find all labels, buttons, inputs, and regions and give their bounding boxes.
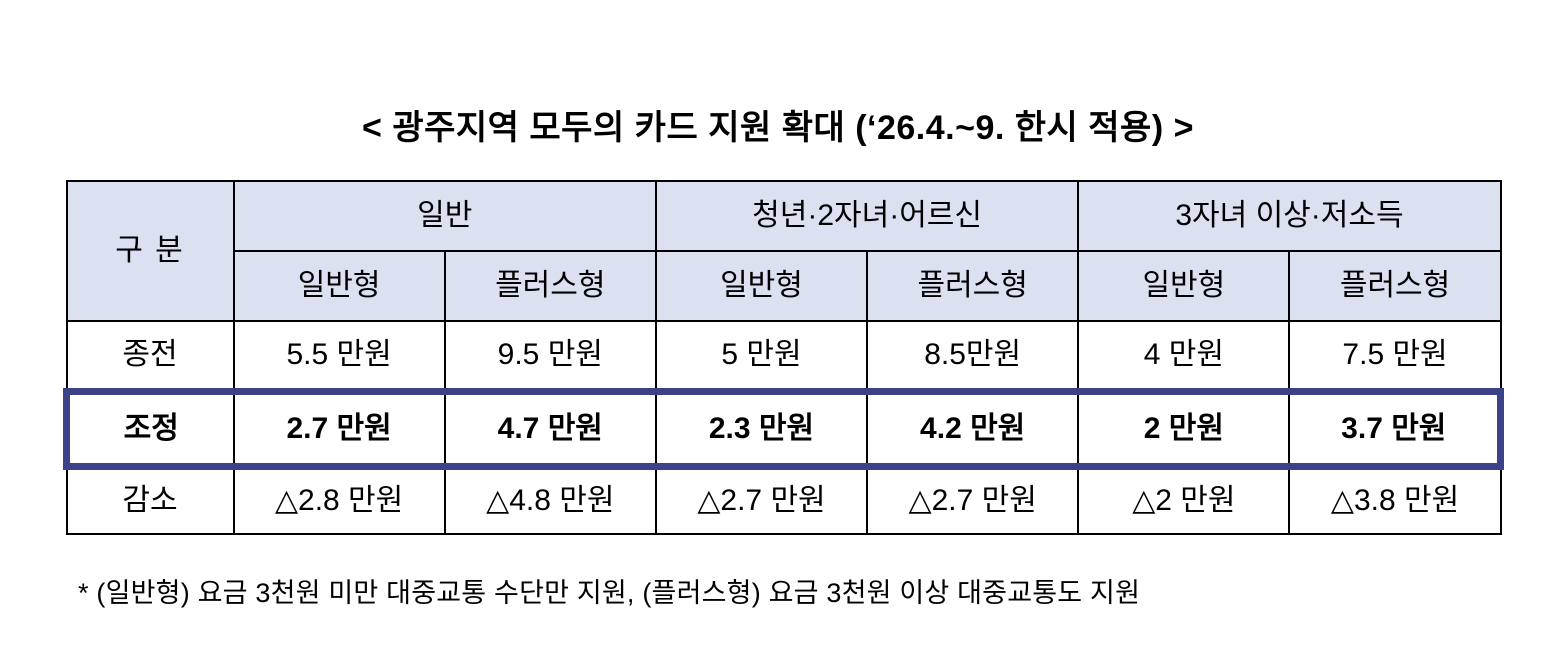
table-cell: 4.2 만원 (866, 387, 1080, 470)
card-support-table: 구 분 일반 청년·2자녀·어르신 3자녀 이상·저소득 일반형 플러스형 일반… (63, 180, 1505, 535)
table-cell: 2 만원 (1077, 387, 1291, 470)
table-row-decrease: 감소 △2.8 만원 △4.8 만원 △2.7 만원 △2.7 만원 △2 만원… (65, 465, 1502, 535)
table-body: 종전 5.5 만원 9.5 만원 5 만원 8.5만원 4 만원 7.5 만원 … (63, 320, 1505, 535)
table-cell: 2.7 만원 (232, 387, 446, 470)
page-title: < 광주지역 모두의 카드 지원 확대 (‘26.4.~9. 한시 적용) > (362, 109, 1194, 147)
table-cell: △3.8 만원 (1288, 465, 1502, 535)
table-cell: △2.7 만원 (866, 465, 1080, 535)
sub-header-basic-3: 일반형 (1077, 250, 1291, 322)
sub-header-plus-3: 플러스형 (1288, 250, 1502, 322)
table-cell: △4.8 만원 (443, 465, 657, 535)
sub-header-basic-1: 일반형 (232, 250, 446, 322)
group-header-3child-lowincome: 3자녀 이상·저소득 (1077, 180, 1502, 252)
table-cell: △2.8 만원 (232, 465, 446, 535)
table-cell: 5 만원 (654, 320, 869, 392)
table-cell: 3.7 만원 (1288, 387, 1505, 470)
corner-header-gubun: 구 분 (65, 180, 235, 322)
group-header-general: 일반 (232, 180, 657, 252)
table-cell: 9.5 만원 (443, 320, 657, 392)
table-header: 구 분 일반 청년·2자녀·어르신 3자녀 이상·저소득 일반형 플러스형 일반… (65, 180, 1502, 322)
table-row-before: 종전 5.5 만원 9.5 만원 5 만원 8.5만원 4 만원 7.5 만원 (65, 320, 1502, 392)
table-row-adjusted-highlighted: 조정 2.7 만원 4.7 만원 2.3 만원 4.2 만원 2 만원 3.7 … (63, 387, 1505, 470)
table-cell: △2.7 만원 (654, 465, 869, 535)
group-header-youth-2child-senior: 청년·2자녀·어르신 (654, 180, 1080, 252)
row-label: 조정 (63, 387, 235, 470)
sub-header-row: 일반형 플러스형 일반형 플러스형 일반형 플러스형 (67, 250, 1502, 322)
table-cell: 7.5 만원 (1288, 320, 1502, 392)
table-cell: 5.5 만원 (232, 320, 446, 392)
sub-header-basic-2: 일반형 (654, 250, 869, 322)
table-cell: 2.3 만원 (654, 387, 869, 470)
table-cell: 8.5만원 (866, 320, 1080, 392)
table-cell: 4.7 만원 (443, 387, 657, 470)
row-label: 종전 (65, 320, 235, 392)
table-cell: △2 만원 (1077, 465, 1291, 535)
group-header-row: 구 분 일반 청년·2자녀·어르신 3자녀 이상·저소득 (65, 180, 1502, 322)
footnote: * (일반형) 요금 3천원 미만 대중교통 수단만 지원, (플러스형) 요금… (78, 578, 1141, 608)
sub-header-plus-2: 플러스형 (866, 250, 1080, 322)
row-label: 감소 (65, 465, 235, 535)
table-cell: 4 만원 (1077, 320, 1291, 392)
sub-header-plus-1: 플러스형 (443, 250, 657, 322)
